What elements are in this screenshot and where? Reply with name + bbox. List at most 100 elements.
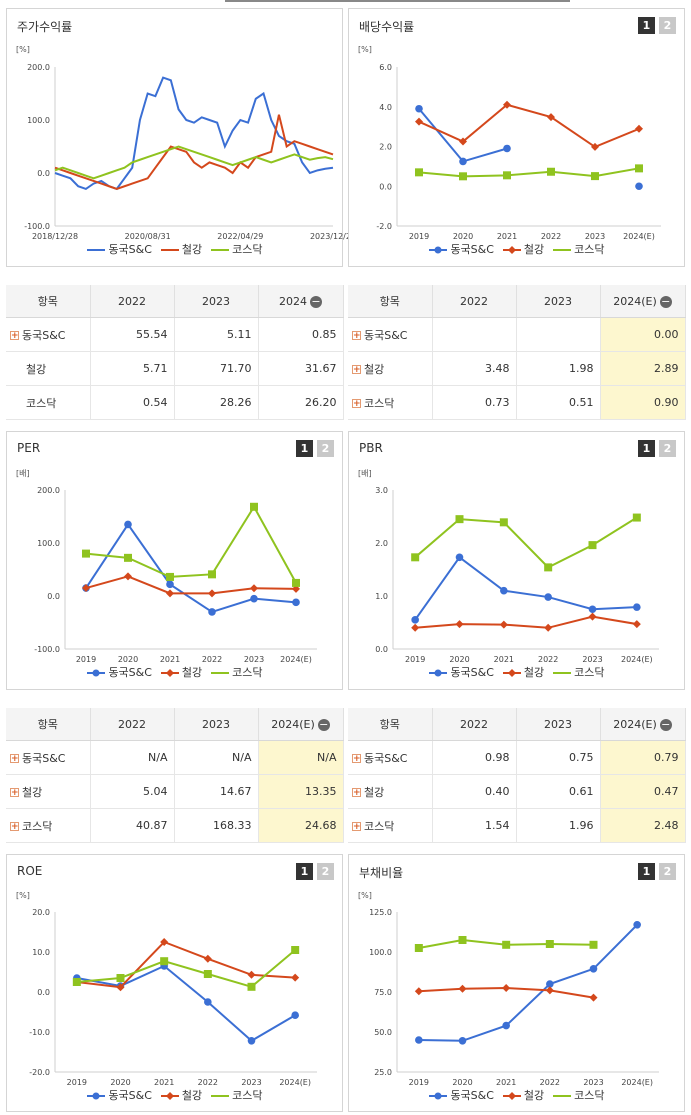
legend-marker-icon <box>553 1095 572 1097</box>
chart-legend: 동국S&C 철강 코스닥 <box>7 664 342 680</box>
chart-legend: 동국S&C 철강 코스닥 <box>7 241 342 257</box>
y-tick-label: -2.0 <box>376 222 392 231</box>
unit-label: [%] <box>358 45 372 54</box>
row-label: 코스닥 <box>26 396 57 410</box>
expand-plus-icon[interactable]: + <box>10 788 19 798</box>
column-header-label: 2022 <box>118 294 146 308</box>
data-point <box>411 623 420 632</box>
series-line <box>54 145 334 180</box>
x-tick-label: 2022 <box>198 1078 218 1087</box>
legend-marker-icon <box>211 249 230 251</box>
pbr-table: 항목 2022 2023 2024(E) − + 동국S&C 0.98 0.75 0.79 + 철강 0… <box>348 708 686 843</box>
x-tick-label: 2020 <box>118 655 138 664</box>
column-header: 2024(E) − <box>600 708 686 741</box>
legend-label: 동국S&C <box>450 1089 494 1102</box>
tab-2[interactable]: 2 <box>659 440 676 457</box>
tab-2[interactable]: 2 <box>317 440 334 457</box>
tab-2[interactable]: 2 <box>659 863 676 880</box>
collapse-minus-icon[interactable]: − <box>310 294 322 308</box>
x-tick-label: 2022/04/29 <box>217 232 263 241</box>
expand-plus-icon[interactable]: + <box>352 331 361 341</box>
row-label: 철강 <box>364 785 385 799</box>
value-cell: 0.00 <box>600 317 686 352</box>
column-header-label: 2023 <box>544 294 572 308</box>
column-header: 2023 <box>516 708 601 741</box>
legend-item: 동국S&C <box>428 241 494 257</box>
data-point <box>82 549 90 558</box>
legend-marker-icon <box>429 246 448 254</box>
tab-1[interactable]: 1 <box>638 440 655 457</box>
y-tick-label: 75.0 <box>374 988 392 997</box>
row-label: 동국S&C <box>364 751 408 765</box>
expand-plus-icon[interactable]: + <box>10 754 19 764</box>
data-point <box>124 520 132 529</box>
x-tick-label: 2023 <box>585 232 605 241</box>
column-header: 항목 <box>6 708 91 741</box>
row-label-cell: 코스닥 <box>6 385 91 420</box>
collapse-minus-icon[interactable]: − <box>659 717 672 731</box>
expand-plus-icon[interactable]: + <box>352 365 361 375</box>
table-row: + 코스닥 40.87 168.33 24.68 <box>6 808 344 843</box>
series-line <box>85 504 297 584</box>
y-tick-label: -10.0 <box>29 1028 50 1037</box>
value-cell: 31.67 <box>258 351 344 386</box>
x-tick-label: 2022 <box>202 655 222 664</box>
tab-1[interactable]: 1 <box>638 863 655 880</box>
expand-plus-icon[interactable]: + <box>352 788 361 798</box>
data-point <box>166 589 174 598</box>
row-label-cell: + 코스닥 <box>6 808 91 843</box>
x-tick-label: 2023 <box>241 1078 261 1087</box>
tab-1[interactable]: 1 <box>296 863 313 880</box>
data-point <box>635 182 643 191</box>
data-point <box>415 104 423 113</box>
expand-plus-icon[interactable]: + <box>352 399 361 409</box>
tab-2[interactable]: 2 <box>659 17 676 34</box>
x-tick-label: 2022 <box>541 232 561 241</box>
tab-2[interactable]: 2 <box>317 863 334 880</box>
x-tick-label: 2024(E) <box>280 655 312 664</box>
panel-title: ROE <box>17 864 43 878</box>
x-tick-label: 2019 <box>409 1078 429 1087</box>
data-point <box>544 623 553 632</box>
x-tick-label: 2023/12/28 <box>310 232 356 241</box>
unit-label: [배] <box>16 469 30 478</box>
data-point <box>500 586 508 595</box>
tab-1[interactable]: 1 <box>296 440 313 457</box>
data-point <box>166 572 174 581</box>
row-label: 철강 <box>26 362 47 376</box>
y-tick-label: 100.0 <box>369 948 392 957</box>
data-point <box>635 124 643 133</box>
legend-marker-icon <box>502 246 521 254</box>
chart-legend: 동국S&C 철강 코스닥 <box>349 1087 684 1103</box>
data-point <box>291 973 300 982</box>
column-header: 항목 <box>348 708 433 741</box>
y-tick-label: 6.0 <box>379 63 392 72</box>
expand-plus-icon[interactable]: + <box>352 754 361 764</box>
legend-marker-icon <box>429 1092 448 1100</box>
row-label: 동국S&C <box>22 751 66 765</box>
column-header: 2024(E) − <box>600 285 686 318</box>
row-label: 동국S&C <box>22 328 66 342</box>
collapse-minus-icon[interactable]: − <box>659 294 672 308</box>
expand-plus-icon[interactable]: + <box>10 331 19 341</box>
expand-plus-icon[interactable]: + <box>352 822 361 832</box>
legend-item: 코스닥 <box>552 664 605 680</box>
column-header-label: 2023 <box>202 294 230 308</box>
expand-plus-icon[interactable]: + <box>10 822 19 832</box>
y-tick-label: 125.0 <box>369 908 392 917</box>
column-header-label: 항목 <box>379 295 400 308</box>
data-point <box>415 117 423 126</box>
table-row: + 철강 5.04 14.67 13.35 <box>6 774 344 809</box>
tab-1[interactable]: 1 <box>638 17 655 34</box>
panel-title: 배당수익률 <box>359 20 415 34</box>
x-tick-label: 2024(E) <box>621 1078 653 1087</box>
data-point <box>502 984 511 992</box>
data-point <box>455 553 464 562</box>
collapse-minus-icon[interactable]: − <box>317 717 330 731</box>
column-header-label: 2024 <box>279 294 307 308</box>
data-point <box>455 620 464 629</box>
series-line <box>54 76 334 191</box>
